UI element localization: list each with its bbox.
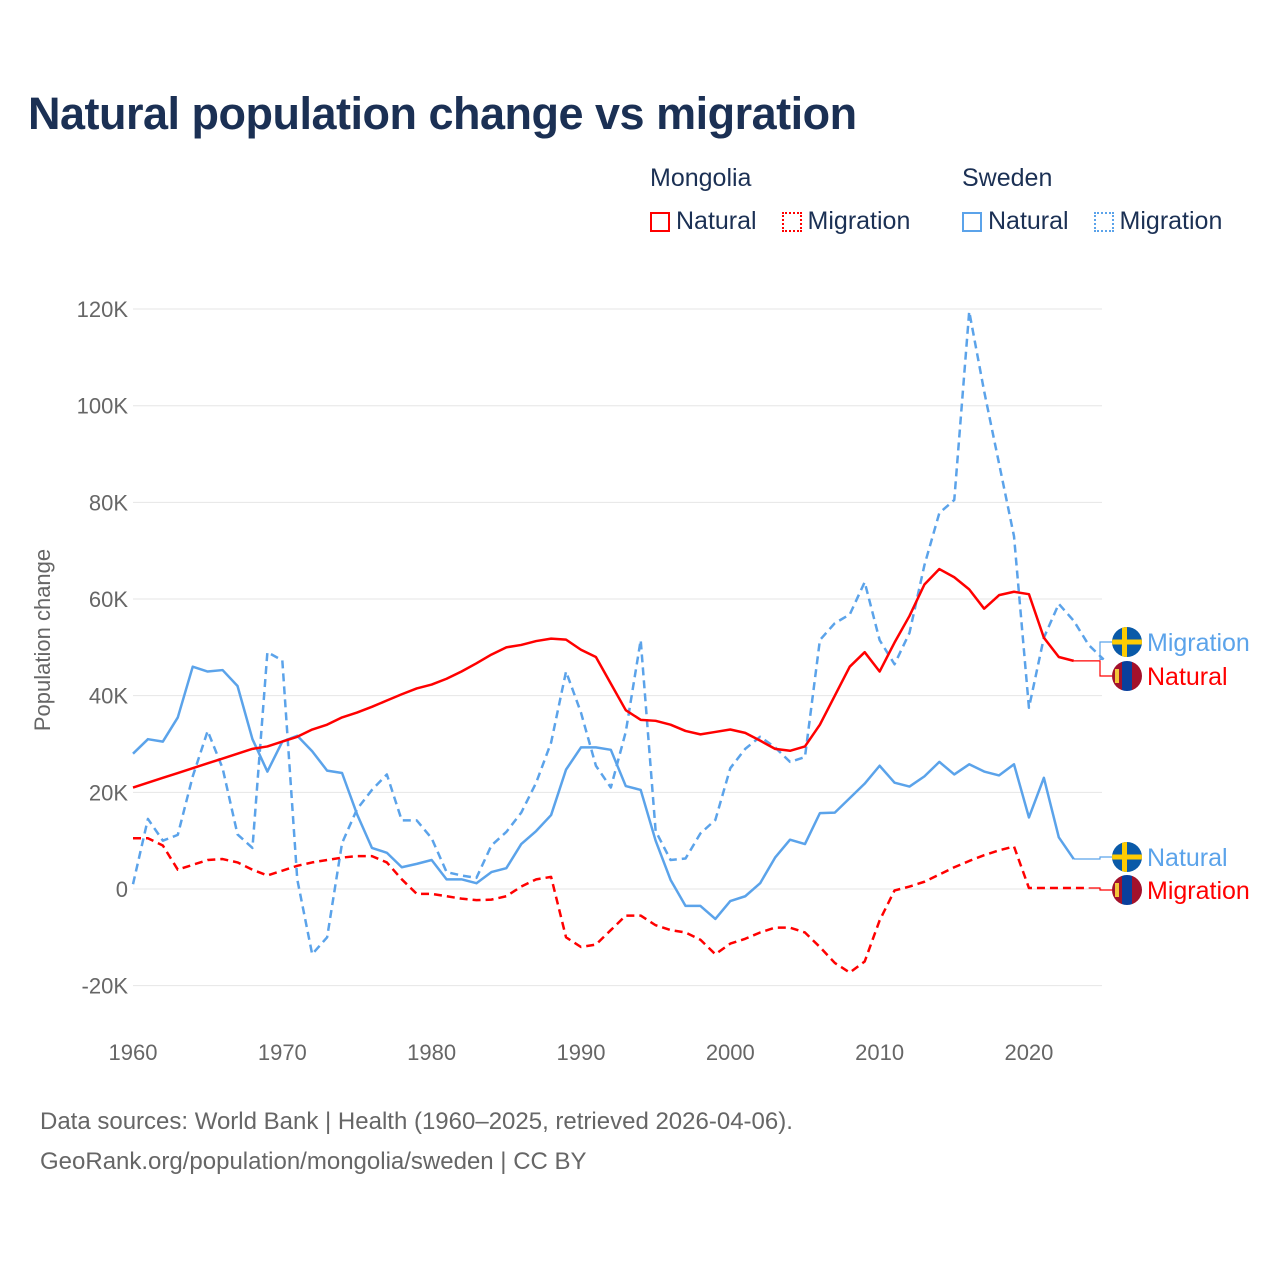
x-tick-label: 1960 bbox=[109, 1040, 158, 1065]
x-tick-label: 1990 bbox=[556, 1040, 605, 1065]
y-tick-label: 0 bbox=[116, 877, 128, 902]
sweden-flag-icon bbox=[1112, 627, 1142, 657]
series-end-label: Natural bbox=[1147, 844, 1228, 872]
y-axis-label: Population change bbox=[30, 549, 55, 731]
label-connector bbox=[1073, 660, 1112, 677]
y-tick-label: 40K bbox=[89, 684, 128, 709]
x-tick-label: 1970 bbox=[258, 1040, 307, 1065]
legend-group-title: Mongolia bbox=[650, 164, 752, 192]
chart-title: Natural population change vs migration bbox=[28, 88, 857, 139]
series-line-sweden-migration bbox=[131, 310, 1105, 956]
legend-swatch-solid bbox=[650, 211, 670, 232]
legend-item-sweden-migration[interactable]: Migration bbox=[1093, 207, 1223, 236]
series-line-mongolia-natural bbox=[132, 567, 1075, 789]
y-tick-label: -20K bbox=[82, 974, 129, 999]
series-end-label: Migration bbox=[1147, 629, 1250, 657]
legend-group-title: Sweden bbox=[962, 164, 1053, 192]
legend-label: Natural bbox=[988, 207, 1069, 235]
legend-item-mongolia-migration[interactable]: Migration bbox=[781, 207, 911, 236]
y-tick-label: 20K bbox=[89, 780, 128, 805]
y-tick-label: 80K bbox=[89, 490, 128, 515]
sweden-flag-icon bbox=[1112, 842, 1142, 872]
legend-label: Migration bbox=[807, 207, 911, 235]
y-tick-label: 100K bbox=[77, 394, 129, 419]
label-connector bbox=[1088, 887, 1112, 891]
legend-item-sweden-natural[interactable]: Natural bbox=[962, 207, 1069, 236]
legend-group-sweden: Sweden Natural Migration bbox=[962, 164, 1222, 239]
label-connector bbox=[1099, 641, 1112, 661]
mongolia-flag-icon bbox=[1112, 875, 1142, 905]
label-connector bbox=[1073, 856, 1112, 860]
footer-sources: Data sources: World Bank | Health (1960–… bbox=[40, 1108, 793, 1135]
legend-swatch-dotted bbox=[781, 211, 802, 232]
series-end-label: Migration bbox=[1147, 877, 1250, 905]
series-line-mongolia-migration bbox=[133, 837, 1089, 974]
y-tick-label: 120K bbox=[77, 297, 129, 322]
legend-label: Natural bbox=[676, 207, 757, 235]
legend-swatch-solid bbox=[962, 211, 982, 232]
legend-swatch-dotted bbox=[1093, 211, 1114, 232]
x-tick-label: 2010 bbox=[855, 1040, 904, 1065]
x-tick-label: 2000 bbox=[706, 1040, 755, 1065]
x-tick-label: 2020 bbox=[1004, 1040, 1053, 1065]
legend-label: Migration bbox=[1119, 207, 1223, 235]
series-end-label: Natural bbox=[1147, 663, 1228, 691]
legend-item-mongolia-natural[interactable]: Natural bbox=[650, 207, 757, 236]
footer-link[interactable]: GeoRank.org/population/mongolia/sweden |… bbox=[40, 1148, 587, 1175]
legend-group-mongolia: Mongolia Natural Migration bbox=[650, 164, 928, 239]
x-tick-label: 1980 bbox=[407, 1040, 456, 1065]
mongolia-flag-icon bbox=[1112, 661, 1142, 691]
y-tick-label: 60K bbox=[89, 587, 128, 612]
